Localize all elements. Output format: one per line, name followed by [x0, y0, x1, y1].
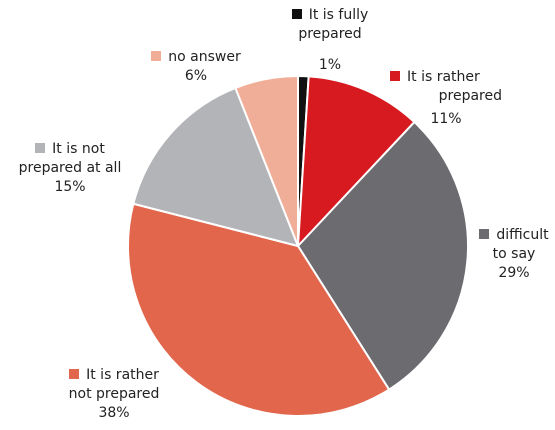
label-difficult-line1: difficult	[496, 227, 549, 243]
label-no-answer: no answer 6%	[140, 48, 252, 86]
label-fully-prepared-line1: It is fully	[308, 7, 369, 23]
slice-rather-prepared	[297, 75, 416, 247]
label-not-prepared-at-all-line1: It is not	[52, 141, 105, 157]
legend-swatch-rather-not-prepared	[69, 369, 80, 379]
label-no-answer-line1: no answer	[168, 49, 241, 65]
label-rather-not-prepared-pct: 38%	[98, 405, 130, 421]
label-difficult: difficult to say 29%	[474, 226, 554, 283]
slice-not-prepared-at-all	[132, 86, 299, 247]
slice-difficult	[297, 121, 469, 391]
legend-swatch-no-answer	[151, 51, 162, 61]
legend-swatch-difficult	[479, 229, 490, 239]
label-rather-prepared-line1: It is rather	[407, 69, 480, 85]
label-rather-prepared: It is rather prepared 11%	[390, 68, 502, 129]
legend-swatch-not-prepared-at-all	[35, 143, 46, 153]
legend-swatch-fully-prepared	[291, 9, 302, 19]
slice-no-answer	[234, 75, 299, 247]
label-rather-not-prepared-line1: It is rather	[86, 367, 159, 383]
label-rather-not-prepared-line2: not prepared	[68, 386, 160, 402]
label-rather-not-prepared: It is rather not prepared 38%	[44, 366, 184, 423]
legend-swatch-rather-prepared	[390, 71, 400, 81]
label-fully-prepared-line2: prepared	[298, 26, 362, 42]
label-not-prepared-at-all: It is not prepared at all 15%	[6, 140, 134, 197]
label-fully-prepared-pct: 1%	[318, 57, 342, 73]
label-difficult-line2: to say	[492, 246, 536, 262]
label-not-prepared-at-all-line2: prepared at all	[18, 160, 122, 176]
slice-rather-not-prepared	[126, 202, 391, 418]
label-rather-prepared-line2: prepared	[438, 88, 502, 104]
label-fully-prepared: It is fully prepared 1%	[266, 6, 394, 75]
label-not-prepared-at-all-pct: 15%	[54, 179, 86, 195]
label-difficult-pct: 29%	[498, 265, 530, 281]
label-rather-prepared-pct: 11%	[430, 111, 462, 127]
label-no-answer-pct: 6%	[184, 68, 208, 84]
